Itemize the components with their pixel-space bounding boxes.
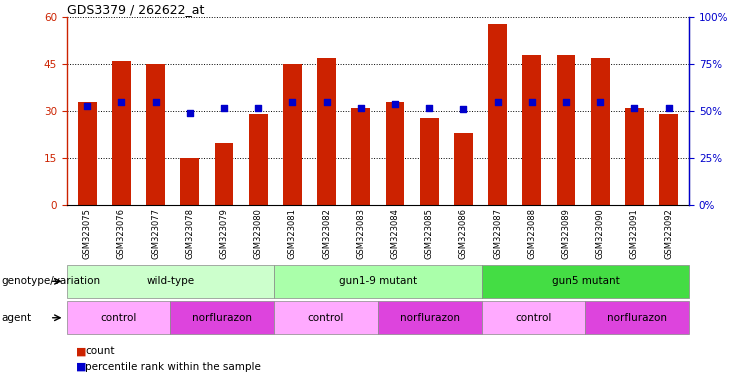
Point (594, 99, 606, 105)
Bar (317, 58, 336, 205)
Bar (215, 143, 233, 205)
Text: control: control (515, 313, 552, 323)
Text: gun1-9 mutant: gun1-9 mutant (339, 276, 417, 286)
Text: agent: agent (1, 313, 32, 323)
Text: norflurazon: norflurazon (400, 313, 459, 323)
Point (82, 103, 93, 109)
Text: wild-type: wild-type (147, 276, 194, 286)
Point (116, 99, 127, 105)
Bar (170, 301, 274, 334)
Text: percentile rank within the sample: percentile rank within the sample (85, 362, 261, 372)
Point (321, 99, 333, 105)
Text: ■: ■ (76, 362, 86, 372)
Text: GDS3379 / 262622_at: GDS3379 / 262622_at (67, 3, 204, 16)
Text: ■: ■ (76, 346, 86, 356)
Bar (112, 61, 131, 205)
Point (628, 104, 640, 111)
Point (252, 104, 264, 111)
Bar (67, 265, 274, 298)
Text: norflurazon: norflurazon (608, 313, 667, 323)
Bar (283, 65, 302, 205)
Text: norflurazon: norflurazon (193, 313, 252, 323)
Point (662, 104, 674, 111)
Bar (146, 65, 165, 205)
Bar (522, 55, 541, 205)
Bar (659, 114, 678, 205)
Point (389, 101, 401, 107)
Point (218, 104, 230, 111)
Bar (180, 159, 199, 205)
Point (423, 104, 435, 111)
Bar (378, 301, 482, 334)
Bar (78, 102, 96, 205)
Point (150, 99, 162, 105)
Point (184, 110, 196, 116)
Point (355, 104, 367, 111)
Bar (420, 118, 439, 205)
Text: genotype/variation: genotype/variation (1, 276, 101, 286)
Bar (556, 55, 576, 205)
Bar (591, 58, 610, 205)
Point (492, 99, 504, 105)
Text: count: count (85, 346, 115, 356)
Point (526, 99, 538, 105)
Bar (585, 301, 689, 334)
Bar (488, 23, 507, 205)
Bar (249, 114, 268, 205)
Text: control: control (308, 313, 345, 323)
Point (287, 99, 299, 105)
Bar (454, 133, 473, 205)
Bar (482, 265, 689, 298)
Point (560, 99, 572, 105)
Bar (385, 102, 405, 205)
Bar (274, 265, 482, 298)
Bar (274, 301, 378, 334)
Bar (482, 301, 585, 334)
Text: control: control (100, 313, 137, 323)
Bar (67, 301, 170, 334)
Bar (625, 108, 644, 205)
Text: gun5 mutant: gun5 mutant (551, 276, 619, 286)
Bar (351, 108, 370, 205)
Point (457, 106, 469, 113)
